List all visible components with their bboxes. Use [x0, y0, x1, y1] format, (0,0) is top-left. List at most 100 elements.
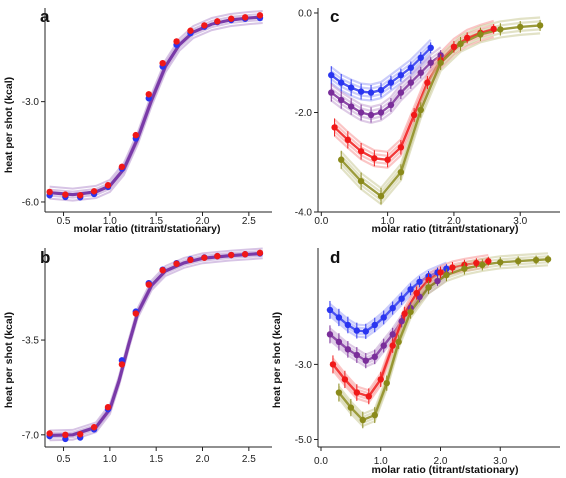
- data-point: [473, 259, 480, 267]
- data-point: [407, 286, 414, 293]
- data-point: [357, 148, 365, 155]
- x-tick-label: 3.0: [513, 216, 527, 227]
- data-point: [443, 271, 450, 279]
- fit-ensemble-line: [49, 22, 263, 202]
- x-tick-label: 2.0: [196, 216, 210, 227]
- y-tick-label: -2.0: [295, 108, 313, 119]
- x-tick-label: 2.0: [196, 454, 210, 465]
- data-point: [46, 188, 53, 196]
- data-point: [353, 389, 361, 396]
- y-tick-label: -4.0: [295, 208, 313, 219]
- panel-d-letter: d: [330, 248, 340, 267]
- data-point: [532, 256, 540, 264]
- data-point: [159, 59, 166, 67]
- data-point: [407, 308, 414, 316]
- data-point: [335, 389, 343, 396]
- data-point: [326, 331, 334, 338]
- data-point: [398, 295, 405, 302]
- y-tick-label: -3.0: [295, 360, 313, 371]
- data-point: [118, 163, 126, 171]
- data-point: [397, 89, 405, 96]
- data-point: [407, 79, 415, 86]
- fit-ensemble-line: [49, 247, 263, 432]
- series-ensemble-line: [330, 46, 442, 109]
- data-point: [341, 376, 349, 383]
- data-point: [338, 79, 345, 86]
- data-point: [335, 338, 343, 346]
- data-point: [398, 318, 405, 325]
- series-ensemble-line: [330, 62, 442, 125]
- data-point: [145, 281, 152, 288]
- data-point: [228, 15, 235, 22]
- x-tick-label: 1.5: [149, 454, 163, 465]
- data-point: [371, 155, 378, 162]
- x-tick-label: 0.5: [57, 454, 71, 465]
- data-point: [329, 361, 337, 368]
- data-point: [380, 342, 387, 349]
- data-point: [77, 431, 84, 438]
- fit-ensemble-line: [49, 19, 263, 199]
- x-tick-label: 3.0: [493, 456, 507, 467]
- data-point: [437, 269, 444, 276]
- fit-ensemble-line: [49, 10, 263, 190]
- fit-ensemble-line: [49, 13, 263, 193]
- x-tick-label: 2.0: [434, 456, 448, 467]
- data-point: [241, 251, 249, 258]
- series-ensemble-line: [332, 257, 489, 395]
- panel-a-ylabel: heat per shot (kcal): [3, 77, 15, 173]
- data-point: [357, 177, 365, 185]
- data-point: [256, 249, 264, 257]
- data-point: [335, 314, 343, 321]
- data-point: [417, 106, 424, 114]
- data-point: [365, 393, 372, 400]
- data-point: [90, 424, 98, 431]
- data-point: [450, 43, 458, 51]
- data-point: [397, 144, 405, 151]
- data-point: [132, 131, 139, 139]
- y-tick-label: -3.0: [22, 97, 40, 108]
- data-point: [461, 265, 468, 272]
- data-point: [62, 431, 69, 439]
- data-point: [544, 256, 552, 263]
- data-point: [401, 310, 408, 317]
- data-point: [457, 40, 464, 48]
- fit-ensemble-line: [49, 257, 263, 442]
- data-point: [410, 111, 418, 119]
- fit-ensemble-line: [49, 250, 263, 434]
- data-point: [328, 89, 335, 96]
- x-tick-label: 2.0: [447, 216, 461, 227]
- x-tick-label: 1.5: [149, 216, 163, 227]
- data-point: [389, 342, 396, 349]
- data-point: [443, 265, 450, 272]
- data-point: [367, 111, 375, 119]
- data-point: [328, 71, 335, 79]
- fit-line: [49, 251, 263, 437]
- data-point: [490, 25, 497, 33]
- data-point: [347, 84, 355, 91]
- data-point: [353, 327, 361, 334]
- data-point: [383, 379, 390, 387]
- data-point: [377, 376, 384, 383]
- data-point: [377, 192, 385, 200]
- data-point: [326, 306, 334, 314]
- x-tick-label: 2.5: [242, 216, 256, 227]
- data-point: [497, 26, 504, 33]
- data-point: [397, 71, 405, 79]
- data-point: [387, 101, 395, 109]
- series-ensemble-line: [329, 261, 447, 327]
- data-point: [353, 351, 361, 359]
- data-point: [201, 22, 208, 29]
- data-point: [517, 23, 524, 31]
- data-point: [201, 254, 208, 261]
- data-point: [424, 79, 431, 86]
- series-ensemble-line: [330, 39, 432, 86]
- panel-c-chart: c molar ratio (titrant/stationary) 0.0 1.…: [295, 7, 560, 235]
- x-tick-label: 1.0: [103, 216, 117, 227]
- panel-d-chart: d heat per shot (kcal) molar ratio (titr…: [271, 248, 560, 476]
- data-point: [514, 257, 522, 265]
- data-point: [377, 109, 385, 116]
- data-point: [380, 314, 387, 321]
- data-point: [389, 331, 396, 338]
- y-tick-label: -5.0: [295, 435, 313, 446]
- data-point: [359, 416, 367, 424]
